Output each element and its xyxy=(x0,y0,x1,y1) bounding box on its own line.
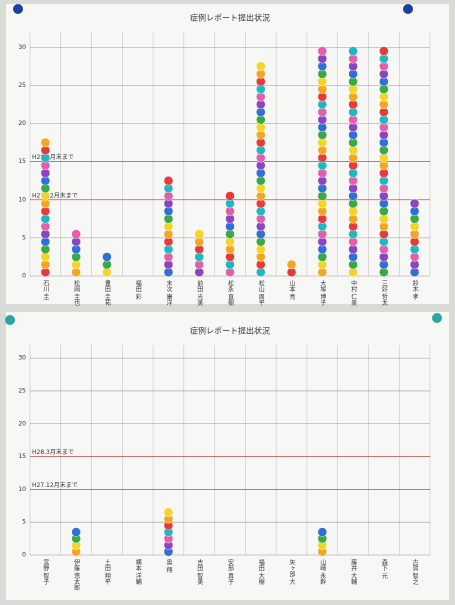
x-tick-label: 福田 大樹 xyxy=(257,558,264,586)
sticker xyxy=(40,137,51,148)
x-tick-label: 末次 康洋 xyxy=(165,279,172,307)
x-tick-label: 矢ヶ部 大 xyxy=(288,558,295,586)
sticker-stack xyxy=(317,527,328,557)
x-tick-label: 福田 彩 xyxy=(134,279,141,301)
x-tick-label: 山崎 永幹 xyxy=(319,558,326,586)
y-tick-label: 10 xyxy=(18,486,26,493)
x-tick-label: 前田 光美 xyxy=(196,279,203,307)
sticker-stack xyxy=(379,46,389,277)
sticker xyxy=(163,175,174,186)
x-tick-label: 石川 圭 xyxy=(42,280,49,300)
sticker xyxy=(163,507,174,518)
sticker-stack xyxy=(71,229,81,277)
sticker-stack xyxy=(163,175,174,277)
chart-title: 症例レポート提出状況 xyxy=(190,326,270,336)
sticker-stack xyxy=(225,191,235,277)
x-tick-label: 古賀 智之 xyxy=(411,558,418,586)
y-tick-label: 15 xyxy=(18,453,26,460)
sticker xyxy=(256,61,266,72)
sticker xyxy=(317,527,328,537)
x-tick-label: 森下 元 xyxy=(380,558,387,580)
pin xyxy=(432,313,442,323)
chart-title: 症例レポート提出状況 xyxy=(190,13,270,23)
sticker-stack xyxy=(71,527,81,557)
sticker xyxy=(317,46,328,56)
sticker-stack xyxy=(286,259,297,277)
y-tick-label: 5 xyxy=(22,234,26,241)
sticker xyxy=(379,46,389,56)
y-tick-label: 30 xyxy=(18,355,26,362)
y-tick-label: 0 xyxy=(22,273,26,280)
sticker-stack xyxy=(409,198,420,277)
sticker-stack xyxy=(102,252,112,277)
x-tick-label: 宮野 智子 xyxy=(42,558,49,585)
sticker-stack xyxy=(163,507,174,557)
reference-label: H28.3月末まで xyxy=(32,153,74,161)
reference-label: H28.3月末まで xyxy=(32,448,74,456)
y-tick-label: 10 xyxy=(18,196,26,203)
sticker xyxy=(71,527,81,537)
pin xyxy=(13,4,23,14)
y-tick-label: 30 xyxy=(18,44,26,51)
x-tick-label: 豊田 圭祐 xyxy=(103,279,110,307)
y-tick-label: 15 xyxy=(18,158,26,165)
x-tick-label: 中村 仁美 xyxy=(350,279,357,307)
sticker-stack xyxy=(348,46,358,277)
x-tick-label: 土田 翔平 xyxy=(103,558,110,586)
x-tick-label: 伊藤 悠太郎 xyxy=(73,558,80,592)
y-tick-label: 25 xyxy=(18,387,26,394)
x-tick-label: 吉田 智美 xyxy=(196,559,203,586)
x-tick-label: 松岡 圭也 xyxy=(73,279,80,306)
x-tick-label: 松山 周平 xyxy=(257,279,264,307)
x-tick-label: 鈴木 孝 xyxy=(411,279,418,300)
reference-label: H27.12月末まで xyxy=(32,481,78,489)
y-tick-label: 20 xyxy=(18,420,26,427)
sticker xyxy=(194,229,204,239)
sticker xyxy=(71,229,81,239)
sticker xyxy=(225,191,235,201)
sticker xyxy=(348,46,358,56)
sticker xyxy=(409,198,420,209)
pin xyxy=(403,4,413,14)
reference-label: H27.12月末まで xyxy=(32,191,78,199)
sticker xyxy=(102,252,112,262)
sticker-stack xyxy=(256,61,266,277)
x-tick-label: 大塚 博子 xyxy=(319,279,326,306)
x-tick-label: 横本 洋輔 xyxy=(134,558,141,586)
pin xyxy=(5,315,15,325)
x-tick-label: 安部 真子 xyxy=(227,558,234,585)
x-tick-label: 松永 直樹 xyxy=(227,279,234,307)
sticker-stack xyxy=(194,229,204,277)
sticker-stack xyxy=(317,46,328,277)
sticker xyxy=(286,259,297,270)
x-tick-label: 三好 哲太 xyxy=(380,280,387,307)
y-tick-label: 20 xyxy=(18,120,26,127)
y-tick-label: 0 xyxy=(22,552,26,559)
x-tick-label: 山本 亮 xyxy=(288,279,295,301)
y-tick-label: 25 xyxy=(18,82,26,89)
sticker-stack xyxy=(40,137,51,277)
x-tick-label: 藤井 大輔 xyxy=(350,558,357,586)
y-tick-label: 5 xyxy=(22,519,26,526)
x-tick-label: 奥 翔 xyxy=(165,558,172,574)
